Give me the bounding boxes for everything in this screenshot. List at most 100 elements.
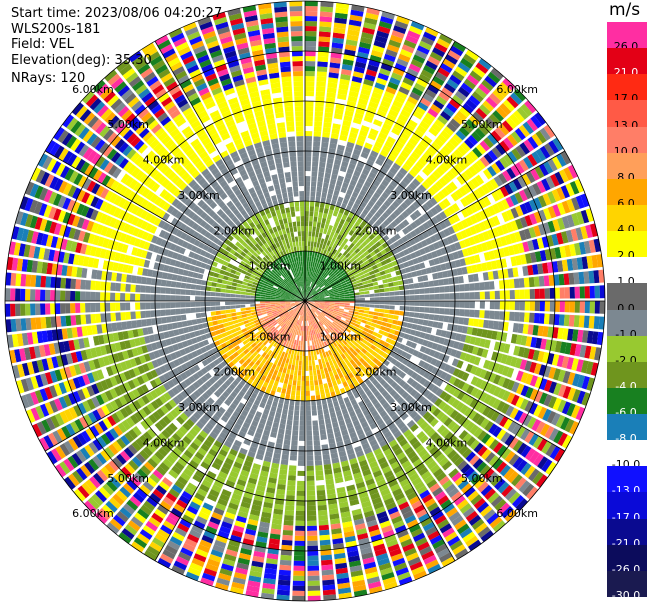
range-gate [317, 504, 327, 511]
range-gate [318, 524, 330, 531]
range-gate [335, 562, 348, 570]
range-gate [410, 528, 424, 538]
range-gate [30, 289, 36, 301]
range-gate [544, 425, 555, 439]
range-gate [357, 455, 366, 463]
range-gate [466, 436, 476, 447]
range-gate [476, 328, 483, 337]
range-gate [585, 361, 594, 375]
range-gate [65, 303, 71, 314]
range-gate [297, 345, 301, 351]
range-gate [319, 305, 325, 308]
range-gate [75, 303, 81, 314]
range-gate [306, 310, 308, 316]
range-gate [309, 375, 314, 381]
range-gate [317, 409, 323, 416]
range-gate [520, 335, 528, 346]
range-gate [311, 340, 315, 346]
range-gate [305, 355, 309, 361]
range-gate [483, 509, 496, 521]
range-gate [260, 301, 266, 304]
range-gate [340, 460, 349, 467]
range-gate [503, 343, 511, 354]
range-gate [278, 428, 285, 435]
range-gate [476, 415, 486, 426]
range-gate [527, 416, 537, 429]
range-gate [534, 390, 544, 403]
range-gate [434, 397, 443, 407]
range-gate [35, 317, 42, 330]
range-gate [361, 330, 368, 336]
range-gate [322, 579, 335, 586]
range-gate [434, 491, 447, 502]
range-gate [250, 509, 261, 517]
range-gate [287, 384, 292, 390]
range-gate [226, 281, 233, 286]
range-gate [230, 297, 236, 301]
range-gate [404, 464, 414, 474]
range-gate [306, 485, 315, 491]
range-gate [516, 459, 528, 473]
range-gate [443, 364, 452, 373]
range-gate [469, 309, 475, 318]
range-gate [329, 412, 337, 419]
range-gate [363, 313, 369, 318]
range-gate [401, 391, 410, 400]
range-gate [444, 531, 458, 543]
range-gate [394, 305, 400, 311]
range-gate [479, 380, 488, 391]
range-gate [299, 425, 305, 431]
range-gate [331, 396, 338, 403]
range-gate [307, 535, 318, 541]
range-gate [364, 304, 370, 308]
range-gate [323, 408, 329, 415]
range-gate [539, 378, 548, 391]
range-gate [517, 323, 524, 334]
range-gate [165, 294, 171, 301]
range-gate [291, 390, 296, 396]
range-gate [422, 339, 429, 347]
range-gate [346, 361, 353, 368]
range-gate [394, 405, 403, 413]
range-gate [449, 409, 459, 420]
range-gate [318, 307, 323, 311]
range-gate [309, 302, 315, 304]
range-gate [195, 290, 201, 296]
range-gate [324, 302, 330, 304]
range-gate [465, 421, 475, 432]
range-gate [294, 350, 298, 356]
range-gate [410, 380, 419, 389]
range-gate [110, 282, 116, 292]
range-gate [332, 369, 338, 376]
range-gate [329, 306, 335, 309]
range-gate [324, 315, 330, 320]
range-gate [577, 329, 584, 343]
range-gate [90, 302, 96, 313]
range-gate [441, 556, 455, 568]
range-gate [339, 387, 346, 395]
range-gate [411, 323, 418, 330]
range-gate [322, 352, 327, 358]
range-gate [316, 333, 320, 339]
range-gate [10, 288, 16, 301]
range-gate [288, 470, 297, 476]
range-gate [586, 377, 595, 392]
range-gate [265, 304, 271, 308]
range-gate [562, 328, 569, 340]
range-gate [541, 458, 553, 473]
range-gate [305, 400, 311, 406]
range-gate [387, 377, 395, 386]
range-gate [302, 310, 304, 316]
range-gate [369, 529, 381, 538]
range-gate [301, 320, 303, 326]
range-gate [277, 483, 286, 490]
range-gate [319, 424, 326, 431]
range-gate [135, 302, 141, 310]
range-gate [245, 304, 251, 308]
range-gate [510, 394, 520, 406]
range-gate [115, 292, 121, 301]
range-gate [299, 325, 302, 331]
range-gate [442, 322, 449, 330]
range-gate [319, 534, 331, 541]
range-gate [368, 394, 376, 402]
